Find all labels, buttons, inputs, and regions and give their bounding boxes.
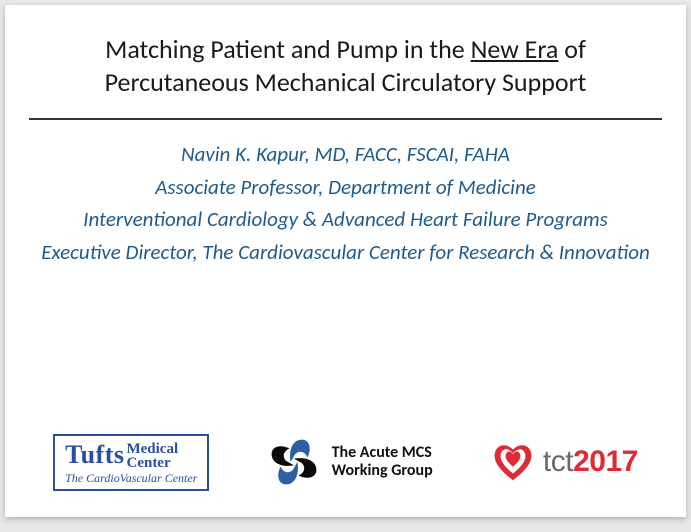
author-program: Interventional Cardiology & Advanced Hea… (15, 203, 676, 236)
title-pre: Matching Patient and Pump in the (105, 33, 471, 65)
tufts-logo: TuftsMedicalCenter The CardioVascular Ce… (53, 434, 209, 492)
tct-text: tct2017 (543, 445, 638, 479)
title-underlined: New Era (471, 33, 559, 65)
tufts-sub: The CardioVascular Center (65, 472, 197, 484)
slide-title: Matching Patient and Pump in the New Era… (39, 33, 652, 98)
title-block: Matching Patient and Pump in the New Era… (15, 33, 676, 98)
slide-container: Matching Patient and Pump in the New Era… (5, 5, 686, 517)
author-block: Navin K. Kapur, MD, FACC, FSCAI, FAHA As… (15, 138, 676, 268)
mcs-line1: The Acute MCS (332, 444, 433, 462)
author-role: Associate Professor, Department of Medic… (15, 171, 676, 204)
author-position: Executive Director, The Cardiovascular C… (15, 236, 676, 269)
tct-year: 2017 (573, 445, 638, 478)
tufts-top: TuftsMedicalCenter (65, 442, 197, 471)
mcs-pinwheel-icon (266, 434, 322, 490)
mcs-text: The Acute MCS Working Group (332, 444, 433, 481)
tufts-medical-l2: Center (126, 455, 170, 471)
tufts-word: Tufts (65, 440, 124, 469)
tct-logo: tct2017 (489, 438, 638, 486)
tct-label: tct (543, 445, 573, 478)
tufts-medical: MedicalCenter (126, 442, 178, 471)
logo-row: TuftsMedicalCenter The CardioVascular Ce… (5, 434, 686, 492)
mcs-logo: The Acute MCS Working Group (266, 434, 433, 490)
tct-heart-icon (489, 438, 537, 486)
mcs-line2: Working Group (332, 462, 433, 480)
author-name: Navin K. Kapur, MD, FACC, FSCAI, FAHA (15, 138, 676, 171)
title-divider (29, 118, 662, 120)
